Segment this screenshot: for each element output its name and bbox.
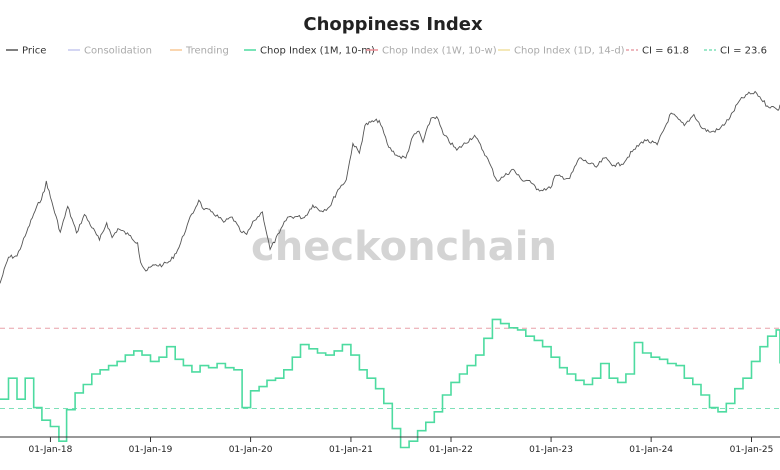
series-chop-index-1m: [0, 318, 780, 449]
legend-label: Trending: [185, 46, 229, 57]
x-tick-label: 01-Jan-20: [229, 445, 273, 455]
x-tick-label: 01-Jan-18: [29, 445, 73, 455]
x-tick-label: 01-Jan-24: [629, 445, 673, 455]
x-tick-label: 01-Jan-25: [730, 445, 774, 455]
legend-label: Chop Index (1D, 14-d): [514, 46, 625, 57]
watermark-text: checkonchain: [251, 224, 557, 270]
chart-legend[interactable]: Price Consolidation Trending Chop Index (1M…: [6, 46, 767, 57]
legend-item-consolidation[interactable]: Consolidation: [68, 46, 152, 57]
x-tick-label: 01-Jan-21: [329, 445, 373, 455]
legend-label: CI = 61.8: [642, 46, 689, 57]
x-tick-label: 01-Jan-22: [429, 445, 473, 455]
legend-item-ci-61-8[interactable]: CI = 61.8: [626, 46, 689, 57]
legend-item-trending[interactable]: Trending: [170, 46, 229, 57]
series-layer: [0, 90, 780, 449]
series-price: [0, 90, 780, 284]
reference-lines: [0, 327, 780, 409]
legend-item-chop-index-1w-10-w[interactable]: Chop Index (1W, 10-w): [366, 46, 497, 57]
legend-item-chop-index-1d-14-d[interactable]: Chop Index (1D, 14-d): [498, 46, 625, 57]
legend-label: Chop Index (1M, 10-m): [260, 46, 375, 57]
legend-label: Chop Index (1W, 10-w): [382, 46, 497, 57]
x-tick-label: 01-Jan-19: [129, 445, 173, 455]
legend-label: Consolidation: [84, 46, 152, 57]
legend-item-ci-23-6[interactable]: CI = 23.6: [704, 46, 767, 57]
x-axis-ticks: 01-Jan-18 01-Jan-19 01-Jan-20 01-Jan-21 01-J…: [29, 437, 774, 455]
chart-title: Choppiness Index: [303, 14, 483, 35]
legend-label: CI = 23.6: [720, 46, 767, 57]
legend-item-chop-index-1m-10-m[interactable]: Chop Index (1M, 10-m): [244, 46, 375, 57]
legend-item-price[interactable]: Price: [6, 46, 46, 57]
x-tick-label: 01-Jan-23: [529, 445, 573, 455]
legend-label: Price: [22, 46, 46, 57]
